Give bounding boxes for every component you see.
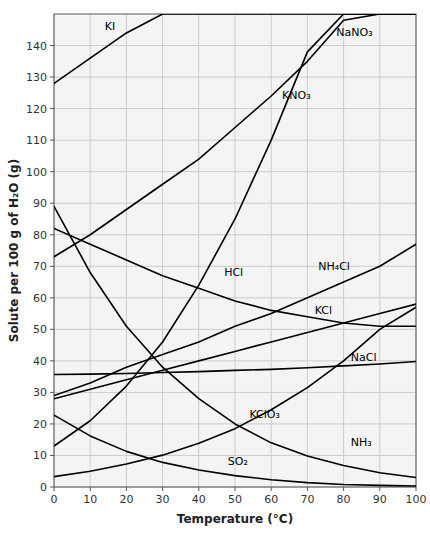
y-tick-label: 20	[33, 418, 47, 431]
series-line	[54, 415, 416, 486]
chart: 0 10 20 30 40 50 60 70 80 90 100 0 10 20 30 40 50 60 70 80 9…	[0, 0, 430, 535]
y-tick	[50, 45, 54, 46]
y-tick	[50, 297, 54, 298]
annotations: KNO₃ NaNO₃ KI NH₄Cl HCl KCl NaCl KClO₃ SO₂ NH₃	[105, 20, 377, 468]
y-tick-label: 140	[26, 40, 47, 53]
series-line	[54, 228, 416, 326]
y-tick	[50, 77, 54, 78]
y-tick	[50, 108, 54, 109]
y-grid-line	[54, 171, 416, 172]
y-tick-label: 0	[40, 481, 47, 494]
curve-label: KClO₃	[249, 408, 279, 421]
x-tick	[198, 487, 199, 491]
plot-background	[54, 14, 416, 487]
y-grid-line	[54, 77, 416, 78]
y-tick-label: 40	[33, 355, 47, 368]
y-grid-line	[54, 140, 416, 141]
x-tick	[379, 487, 380, 491]
y-tick-label: 50	[33, 323, 47, 336]
x-grid-line	[235, 14, 236, 487]
x-tick-label: 90	[373, 493, 387, 506]
x-grid-line	[307, 14, 308, 487]
x-tick	[416, 487, 417, 491]
x-grid-line	[162, 14, 163, 487]
series-line	[54, 244, 416, 395]
y-grid-line	[54, 234, 416, 235]
x-grid-line	[343, 14, 344, 487]
axes: 0 10 20 30 40 50 60 70 80 90 100 0 10 20 30 40 50 60 70 80 9…	[26, 40, 427, 506]
x-tick	[235, 487, 236, 491]
y-tick	[50, 455, 54, 456]
curve-label: HCl	[224, 266, 243, 279]
curve-label: NaNO₃	[336, 26, 372, 39]
x-tick-label: 80	[337, 493, 351, 506]
y-tick	[50, 140, 54, 141]
x-axis-label: Temperature (°C)	[177, 512, 293, 526]
plot-frame	[54, 14, 416, 487]
y-grid-line	[54, 329, 416, 330]
x-tick	[54, 487, 55, 491]
y-tick-label: 90	[33, 197, 47, 210]
y-tick	[50, 203, 54, 204]
series-line	[54, 304, 416, 399]
series-line	[54, 307, 416, 476]
x-tick	[271, 487, 272, 491]
curve-label: SO₂	[228, 455, 248, 468]
y-tick	[50, 360, 54, 361]
x-tick	[126, 487, 127, 491]
y-tick-label: 100	[26, 166, 47, 179]
curve-label: NaCl	[351, 351, 377, 364]
curve-label: KCl	[315, 304, 332, 317]
y-tick-label: 60	[33, 292, 47, 305]
series-line	[54, 206, 416, 477]
grid	[54, 14, 416, 487]
y-tick-label: 70	[33, 260, 47, 273]
x-tick-label: 100	[406, 493, 427, 506]
x-tick	[162, 487, 163, 491]
y-tick-label: 120	[26, 103, 47, 116]
series-line	[54, 14, 416, 83]
curve-label: KI	[105, 20, 115, 33]
x-tick-label: 20	[119, 493, 133, 506]
y-tick	[50, 171, 54, 172]
y-grid-line	[54, 392, 416, 393]
x-grid-line	[198, 14, 199, 487]
y-tick-label: 10	[33, 449, 47, 462]
y-tick-label: 30	[33, 386, 47, 399]
x-grid-line	[126, 14, 127, 487]
x-tick	[343, 487, 344, 491]
x-tick-label: 10	[83, 493, 97, 506]
y-tick	[50, 234, 54, 235]
y-tick	[50, 487, 54, 488]
x-tick-label: 70	[300, 493, 314, 506]
x-tick-label: 60	[264, 493, 278, 506]
y-tick-label: 110	[26, 134, 47, 147]
lines	[54, 14, 416, 486]
series-line	[54, 14, 416, 257]
y-axis-label: Solute per 100 g of H₂O (g)	[7, 159, 21, 342]
x-tick-label: 30	[156, 493, 170, 506]
x-tick-label: 50	[228, 493, 242, 506]
x-grid-line	[90, 14, 91, 487]
x-tick	[307, 487, 308, 491]
y-tick	[50, 392, 54, 393]
x-tick	[90, 487, 91, 491]
curve-label: NH₄Cl	[318, 260, 350, 273]
curve-label: NH₃	[351, 436, 372, 449]
y-grid-line	[54, 108, 416, 109]
curve-label: KNO₃	[282, 89, 311, 102]
y-tick-label: 130	[26, 71, 47, 84]
series-line	[54, 14, 416, 446]
y-grid-line	[54, 203, 416, 204]
y-tick	[50, 423, 54, 424]
x-tick-label: 40	[192, 493, 206, 506]
x-tick-label: 0	[51, 493, 58, 506]
y-tick	[50, 266, 54, 267]
x-grid-line	[379, 14, 380, 487]
y-tick-label: 80	[33, 229, 47, 242]
y-tick	[50, 329, 54, 330]
